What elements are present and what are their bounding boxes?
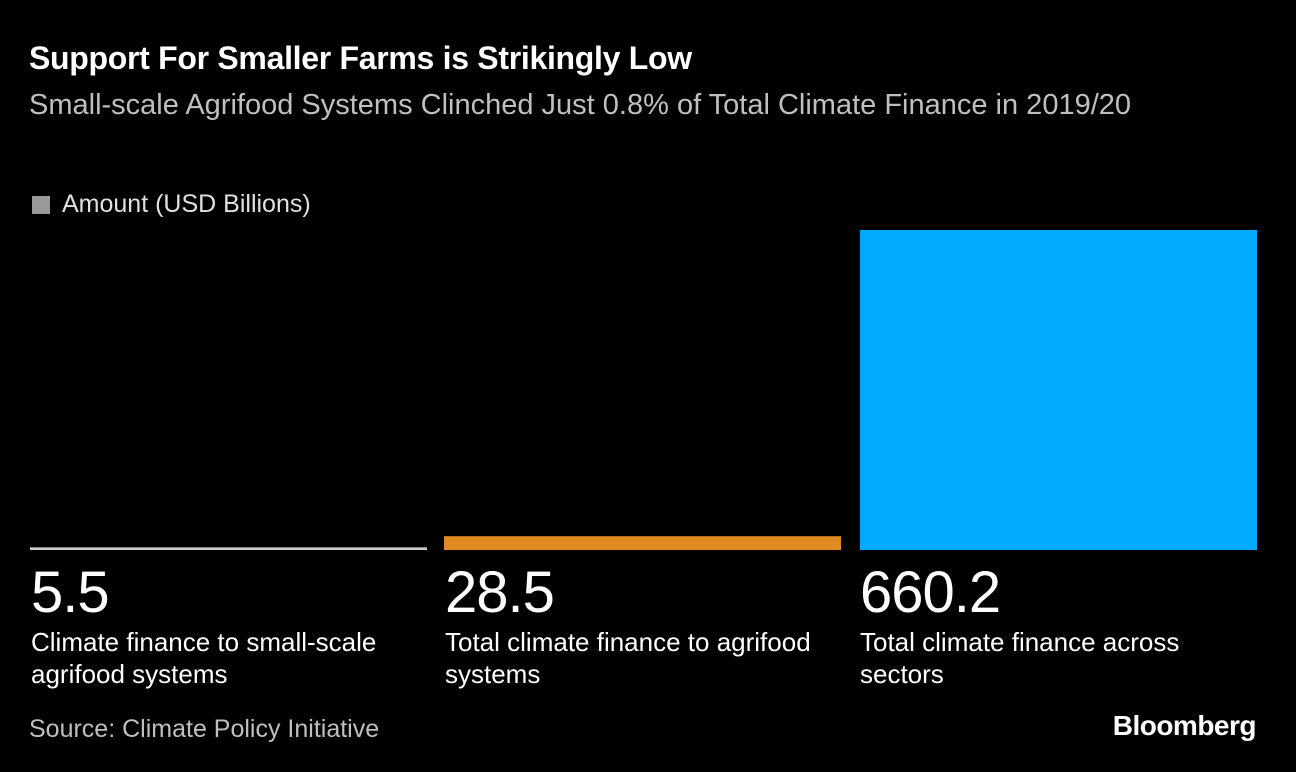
legend-label: Amount (USD Billions)	[62, 190, 311, 218]
chart-subtitle: Small-scale Agrifood Systems Clinched Ju…	[29, 89, 1132, 121]
source-note: Source: Climate Policy Initiative	[29, 715, 380, 743]
bar-label-group-2: 28.5 Total climate finance to agrifood s…	[445, 560, 845, 690]
legend-swatch	[32, 195, 50, 214]
legend: Amount (USD Billions)	[32, 190, 311, 219]
bar-value-label: 660.2	[860, 560, 1001, 625]
bar-category-label: Total climate finance across sectors	[860, 627, 1180, 689]
bar-3	[860, 230, 1257, 550]
bar-1	[30, 547, 427, 550]
bar-2	[444, 536, 841, 550]
chart-title: Support For Smaller Farms is Strikingly …	[29, 40, 692, 76]
bar-label-group-1: 5.5 Climate finance to small-scale agrif…	[31, 560, 431, 690]
bar-category-label: Climate finance to small-scale agrifood …	[31, 627, 377, 689]
bar-value-label: 28.5	[445, 560, 555, 625]
bar-label-group-3: 660.2 Total climate finance across secto…	[860, 560, 1260, 690]
bar-value-label: 5.5	[31, 560, 110, 625]
bloomberg-logo: Bloomberg	[1112, 710, 1257, 741]
bar-category-label: Total climate finance to agrifood system…	[445, 627, 811, 689]
